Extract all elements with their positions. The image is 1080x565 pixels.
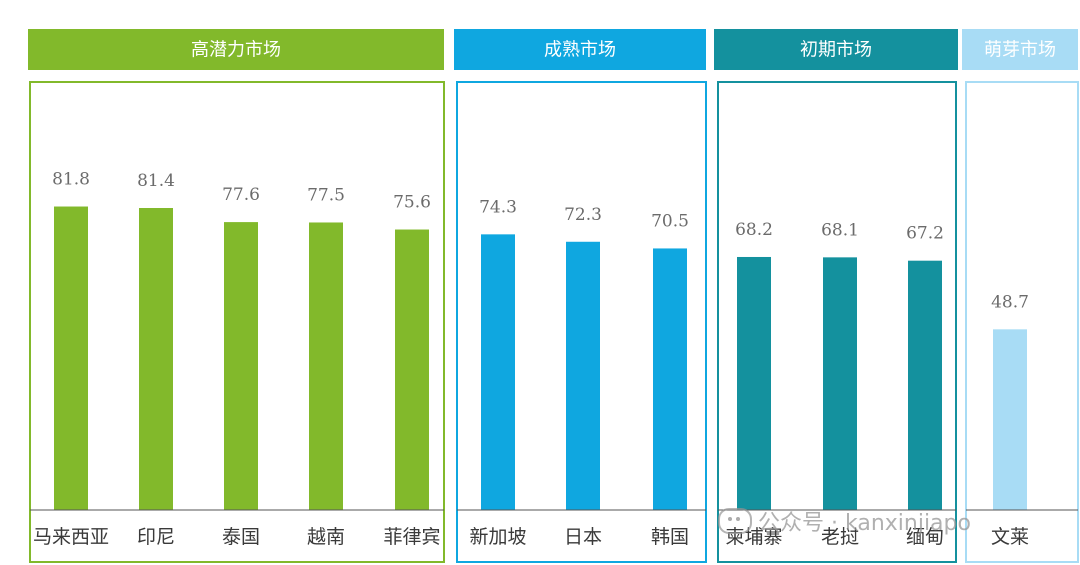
data-label-印尼: 81.4 [137, 171, 175, 191]
group-1-panel [29, 81, 445, 563]
group-1-header-label: 高潜力市场 [191, 40, 281, 61]
group-4-header-label: 萌芽市场 [984, 40, 1056, 61]
bar-泰国 [224, 222, 258, 510]
bar-韩国 [653, 248, 687, 510]
bar-柬埔寨 [737, 256, 771, 510]
bar-印尼 [139, 208, 173, 511]
category-label-日本: 日本 [564, 526, 602, 548]
data-label-韩国: 70.5 [651, 211, 689, 231]
bar-日本 [566, 241, 600, 510]
group-3-header-label: 初期市场 [800, 40, 872, 61]
category-label-新加坡: 新加坡 [469, 526, 526, 548]
category-label-菲律宾: 菲律宾 [383, 526, 440, 548]
data-label-文莱: 48.7 [991, 292, 1029, 312]
group-1-header [28, 29, 444, 70]
category-label-马来西亚: 马来西亚 [33, 526, 109, 548]
group-2-panel [456, 81, 707, 563]
bar-菲律宾 [395, 229, 429, 511]
category-label-泰国: 泰国 [222, 526, 260, 548]
bar-老挝 [823, 257, 857, 510]
group-3-panel [717, 81, 957, 563]
group-2-header-label: 成熟市场 [544, 40, 616, 61]
data-label-菲律宾: 75.6 [393, 193, 431, 213]
bar-越南 [309, 222, 343, 510]
group-4-header [962, 29, 1078, 70]
category-label-缅甸: 缅甸 [906, 526, 944, 548]
group-2-header [454, 29, 706, 70]
category-label-文莱: 文莱 [991, 526, 1029, 548]
data-label-新加坡: 74.3 [479, 197, 517, 217]
data-label-柬埔寨: 68.2 [735, 220, 773, 240]
data-label-老挝: 68.1 [821, 220, 859, 240]
category-label-韩国: 韩国 [651, 526, 689, 548]
category-label-印尼: 印尼 [137, 526, 175, 548]
group-4-panel [965, 81, 1079, 563]
bar-文莱 [993, 329, 1027, 510]
data-label-缅甸: 67.2 [906, 224, 944, 244]
bar-马来西亚 [54, 206, 88, 510]
category-label-老挝: 老挝 [821, 526, 859, 548]
category-label-越南: 越南 [307, 526, 345, 548]
group-3-header [714, 29, 958, 70]
data-label-泰国: 77.6 [222, 185, 260, 205]
data-label-马来西亚: 81.8 [52, 170, 90, 190]
bar-新加坡 [481, 234, 515, 511]
data-label-日本: 72.3 [564, 205, 602, 225]
category-label-柬埔寨: 柬埔寨 [725, 526, 782, 548]
bar-缅甸 [908, 260, 942, 510]
data-label-越南: 77.5 [307, 185, 345, 205]
